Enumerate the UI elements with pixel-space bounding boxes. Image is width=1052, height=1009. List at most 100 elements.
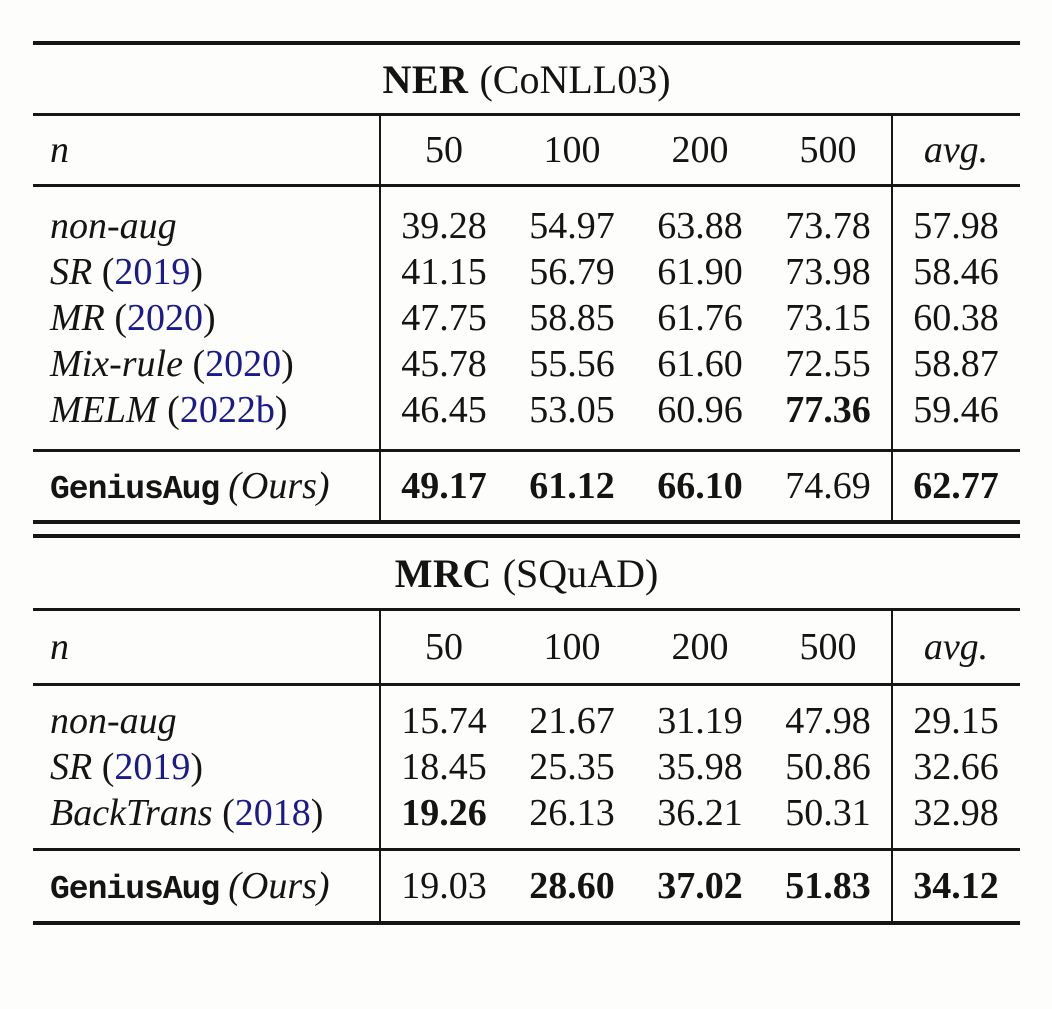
citation-link[interactable]: 2019 [114,746,191,788]
score-cell: 59.46 [913,389,999,431]
citation-close-paren: ) [281,343,294,385]
rule [33,683,1020,686]
method-name: non-aug [50,700,177,742]
col-header-size: 500 [799,626,857,668]
score-cell: 19.03 [401,865,487,907]
results-tables: NER (CoNLL03) n 50 100 200 500 avg. non-aug 39… [33,41,1020,925]
rule [33,113,1020,116]
score-cell: 28.60 [529,865,615,907]
citation-link[interactable]: 2020 [205,343,282,385]
table-row: SR (2019) 41.15 56.79 61.90 73.98 58.46 [33,249,1020,295]
method-label: non-aug [33,204,380,248]
score-cell: 19.26 [401,792,487,834]
ner-subtable: NER (CoNLL03) n 50 100 200 500 avg. non-aug 39… [33,41,1020,524]
score-cell: 21.67 [529,700,615,742]
method-label: SR (2019) [33,250,380,294]
score-cell: 77.36 [785,389,871,431]
method-name: SR [50,251,93,293]
ours-row-ner: GeniusAug (Ours) 49.17 61.12 66.10 74.69 62.77 [33,452,1020,520]
bottom-rule-ner [33,520,1020,524]
score-cell: 60.96 [657,389,743,431]
citation-close-paren: ) [190,251,204,293]
score-cell: 58.46 [913,251,999,293]
score-cell: 58.85 [529,297,615,339]
score-cell: 61.90 [657,251,743,293]
score-cell: 53.05 [529,389,615,431]
top-rule-mrc [33,534,1020,538]
task-name: MRC [394,550,492,596]
score-cell: 61.60 [657,343,743,385]
ours-method-name: GeniusAug [50,471,220,508]
col-header-size: 200 [671,626,729,668]
score-cell: 37.02 [657,865,743,907]
table-title-ner: NER (CoNLL03) [33,45,1020,113]
dataset-name: (SQuAD) [502,550,659,596]
score-cell: 50.31 [785,792,871,834]
score-cell: 73.98 [785,251,871,293]
method-label: MELM (2022b) [33,388,380,432]
score-cell: 72.55 [785,343,871,385]
dataset-name: (CoNLL03) [479,56,671,102]
bottom-rule [33,921,1020,925]
table-title-mrc: MRC (SQuAD) [33,538,1020,608]
citation-open-paren: ( [182,343,206,385]
table-row: MR (2020) 47.75 58.85 61.76 73.15 60.38 [33,295,1020,341]
rule [33,449,1020,452]
baseline-rows-mrc: non-aug 15.74 21.67 31.19 47.98 29.15 SR (2019… [33,686,1020,848]
ours-row-mrc: GeniusAug (Ours) 19.03 28.60 37.02 51.83 34.12 [33,851,1020,921]
citation-link[interactable]: 2018 [234,792,311,834]
score-cell: 66.10 [657,465,743,507]
score-cell: 36.21 [657,792,743,834]
method-label: SR (2019) [33,745,380,789]
score-cell: 74.69 [785,465,871,507]
method-name: Mix-rule [50,343,183,385]
table-row: Mix-rule (2020) 45.78 55.56 61.60 72.55 58.87 [33,341,1020,387]
score-cell: 61.12 [529,465,615,507]
score-cell: 51.83 [785,865,871,907]
score-cell: 29.15 [913,700,999,742]
double-rule-gap [33,524,1020,534]
score-cell: 50.86 [785,746,871,788]
ours-method-name: GeniusAug [50,871,220,908]
score-cell: 57.98 [913,205,999,247]
table-row: SR (2019) 18.45 25.35 35.98 50.86 32.66 [33,744,1020,790]
citation-link[interactable]: 2019 [114,251,191,293]
header-row-mrc: n 50 100 200 500 avg. [33,611,1020,683]
score-cell: 18.45 [401,746,487,788]
citation-open-paren: ( [92,251,115,293]
table-row: non-aug 15.74 21.67 31.19 47.98 29.15 [33,698,1020,744]
score-cell: 54.97 [529,205,615,247]
task-name: NER [382,56,469,102]
ours-table-row: GeniusAug (Ours) 49.17 61.12 66.10 74.69 62.77 [33,452,1020,520]
score-cell: 55.56 [529,343,615,385]
score-cell: 32.66 [913,746,999,788]
citation-close-paren: ) [310,792,324,834]
score-cell: 47.75 [401,297,487,339]
score-cell: 39.28 [401,205,487,247]
col-header-size: 50 [425,626,463,668]
table-row: BackTrans (2018) 19.26 26.13 36.21 50.31 32.9… [33,790,1020,836]
citation-link[interactable]: 2020 [127,297,204,339]
score-cell: 26.13 [529,792,615,834]
score-cell: 34.12 [913,865,999,907]
score-cell: 46.45 [401,389,487,431]
citation-close-paren: ) [274,389,288,431]
col-header-size: 100 [543,626,601,668]
method-name: MELM [50,389,158,431]
col-header-avg: avg. [923,626,989,668]
score-cell: 58.87 [913,343,999,385]
col-header-avg: avg. [923,129,989,171]
score-cell: 49.17 [401,465,487,507]
method-name: SR [50,746,93,788]
rule [33,608,1020,611]
ours-suffix: (Ours) [228,465,330,507]
ours-label: GeniusAug (Ours) [33,464,380,508]
citation-link[interactable]: 2022b [179,389,275,431]
mrc-subtable: MRC (SQuAD) n 50 100 200 500 avg. non-aug 15.7… [33,534,1020,925]
method-label: MR (2020) [33,296,380,340]
col-header-size: 50 [425,129,463,171]
score-cell: 61.76 [657,297,743,339]
citation-open-paren: ( [212,792,235,834]
citation-open-paren: ( [92,746,115,788]
citation-close-paren: ) [190,746,204,788]
